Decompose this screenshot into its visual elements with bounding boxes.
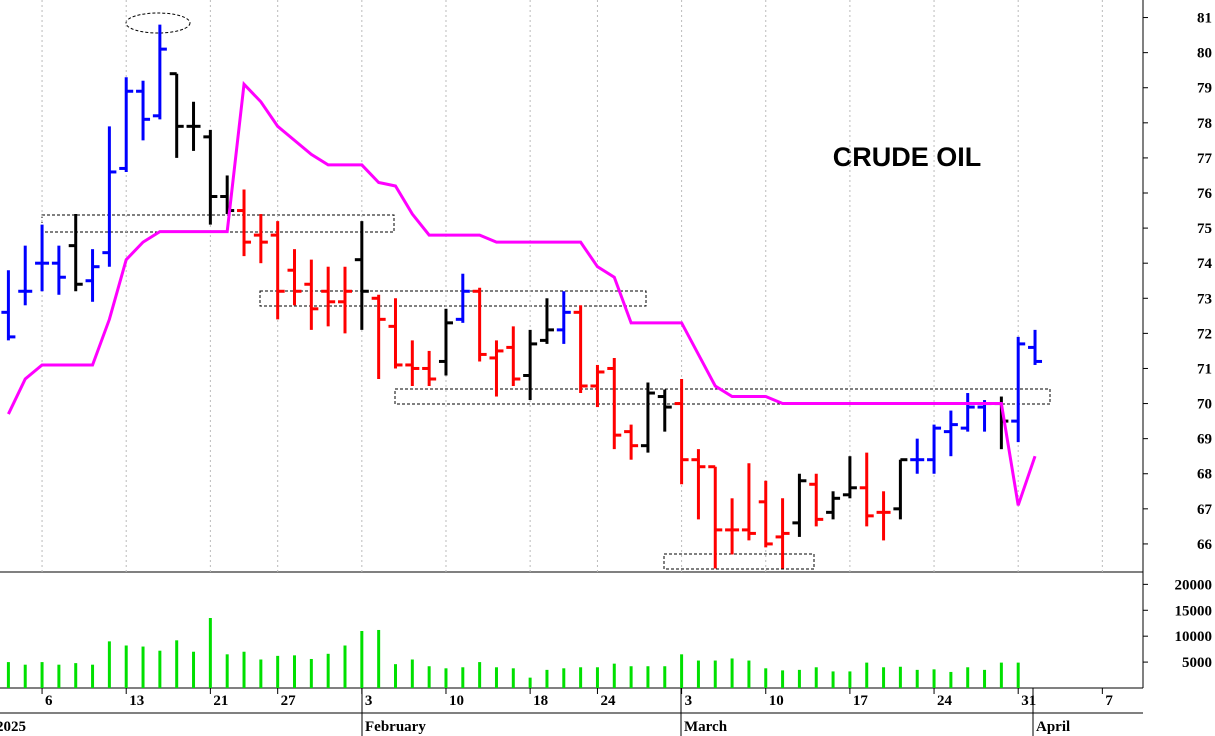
peak-marker <box>125 12 191 34</box>
x-tick-label: 3 <box>365 693 373 709</box>
indicator-line <box>7 80 1037 506</box>
y-tick-label: 81 <box>1197 11 1212 27</box>
zone-box <box>663 553 815 570</box>
x-tick-label: 10 <box>769 693 784 709</box>
x-tick-label: 6 <box>45 693 53 709</box>
y-tick-label: 77 <box>1197 151 1213 167</box>
y-tick-label: 66 <box>1197 537 1213 553</box>
y-tick-label: 74 <box>1197 256 1213 272</box>
y-tick-label: 73 <box>1197 291 1212 307</box>
y-tick-label: 10000 <box>1175 629 1213 645</box>
x-tick-label: 18 <box>533 693 548 709</box>
y-tick-label: 15000 <box>1175 603 1213 619</box>
y-tick-label: 75 <box>1197 221 1212 237</box>
x-tick-label: 7 <box>1105 693 1113 709</box>
x-tick-label: 13 <box>129 693 144 709</box>
y-tick-label: 69 <box>1197 432 1212 448</box>
y-tick-label: 80 <box>1197 46 1212 62</box>
month-label: April <box>1036 719 1070 735</box>
month-label: March <box>684 719 728 735</box>
y-tick-label: 68 <box>1197 467 1212 483</box>
y-tick-label: 71 <box>1197 361 1212 377</box>
x-tick-label: 3 <box>685 693 693 709</box>
chart-title: CRUDE OIL <box>833 142 982 172</box>
y-tick-label: 5000 <box>1182 655 1212 671</box>
x-tick-label: 10 <box>449 693 464 709</box>
y-tick-label: 67 <box>1197 502 1213 518</box>
x-tick-label: 31 <box>1021 693 1036 709</box>
y-tick-label: 78 <box>1197 116 1212 132</box>
x-tick-label: 17 <box>853 693 869 709</box>
zone-box <box>259 290 647 307</box>
y-tick-label: 20000 <box>1175 577 1213 593</box>
x-tick-label: 21 <box>213 693 228 709</box>
y-tick-label: 72 <box>1197 326 1212 342</box>
x-tick-label: 24 <box>937 693 953 709</box>
x-tick-label: 24 <box>600 693 616 709</box>
month-label: February <box>365 719 426 735</box>
y-tick-label: 76 <box>1197 186 1213 202</box>
zone-box <box>41 214 395 233</box>
y-tick-label: 79 <box>1197 81 1212 97</box>
x-tick-label: 27 <box>281 693 297 709</box>
y-tick-label: 70 <box>1197 397 1212 413</box>
annotations <box>41 12 1051 570</box>
month-label: 2025 <box>0 719 26 735</box>
